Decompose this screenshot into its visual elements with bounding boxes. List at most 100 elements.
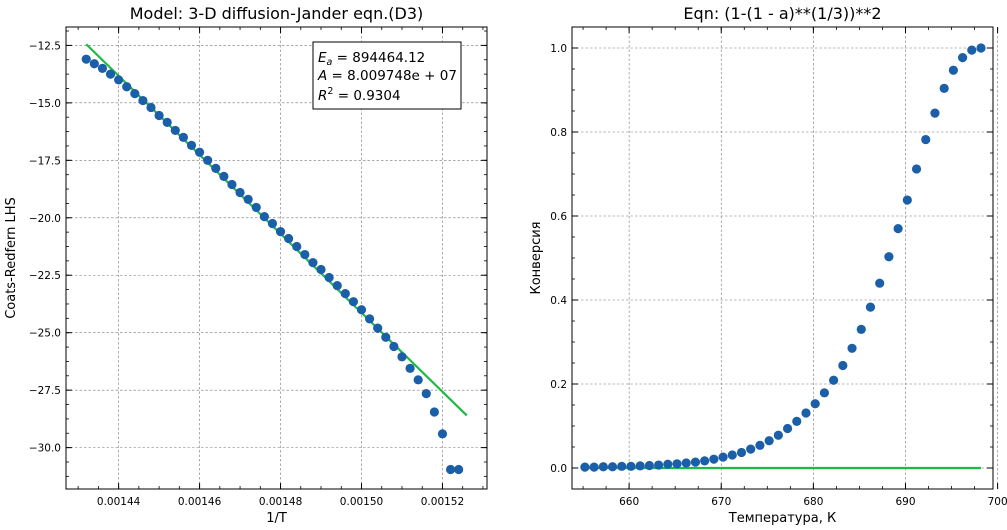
right-data-point	[819, 388, 830, 398]
left-y-tick-label: −22.5	[29, 270, 61, 282]
right-y-tick-label: 1.0	[550, 43, 567, 55]
left-data-point	[381, 332, 391, 342]
left-data-point	[340, 289, 350, 299]
left-data-point	[89, 59, 99, 69]
left-data-point	[300, 249, 310, 260]
right-data-point	[672, 459, 682, 469]
left-data-point	[365, 314, 375, 324]
left-y-tick-label: −30.0	[29, 443, 61, 455]
left-y-tick-label: −12.5	[29, 40, 61, 52]
left-x-tick-label: 0.00152	[421, 496, 464, 508]
right-data-point	[773, 430, 783, 440]
right-data-point	[930, 108, 940, 118]
left-data-point	[373, 323, 383, 333]
right-data-point	[939, 83, 949, 93]
left-data-point	[105, 69, 116, 79]
right-y-tick-label: 0.8	[550, 127, 567, 139]
right-x-tick-label: 700	[988, 496, 1007, 508]
right-data-point	[801, 408, 811, 418]
left-data-point	[81, 54, 91, 64]
right-data-point	[967, 45, 977, 55]
right-data-point	[847, 343, 857, 353]
left-x-tick-label: 0.00146	[178, 496, 222, 508]
left-data-point	[445, 464, 456, 475]
left-data-point	[219, 171, 229, 182]
right-data-point	[709, 454, 719, 464]
left-x-tick-label: 0.00144	[97, 496, 141, 508]
right-data-point	[635, 461, 645, 471]
right-data-point	[856, 324, 866, 334]
left-y-tick-label: −15.0	[29, 98, 61, 110]
right-data-point	[911, 164, 922, 174]
left-data-point	[284, 233, 294, 244]
left-data-point	[413, 375, 423, 385]
right-x-tick-label: 670	[711, 496, 731, 508]
r-squared-label: R2 = 0.9304	[318, 86, 401, 104]
right-data-point	[746, 444, 756, 454]
left-data-point	[332, 280, 342, 291]
left-data-point	[130, 89, 140, 99]
right-data-point	[681, 458, 691, 468]
left-data-point	[405, 363, 415, 373]
fit-parameters-box	[312, 41, 462, 110]
right-y-tick-label: 0.0	[550, 463, 567, 475]
right-data-point	[700, 456, 710, 466]
right-data-point	[617, 461, 627, 471]
left-x-tick-label: 0.00148	[259, 496, 302, 508]
right-data-point	[764, 436, 774, 446]
right-data-point	[838, 360, 848, 371]
right-data-point	[884, 252, 894, 262]
left-y-tick-label: −17.5	[29, 155, 61, 167]
right-ticks: 660 670 680 690 700 0.0 0.2 0.4 0.6 0.8 1.0	[550, 26, 1007, 508]
right-data-point	[829, 375, 839, 385]
activation-energy-label: Ea = 894464.12	[318, 50, 425, 68]
right-data-point	[580, 462, 590, 472]
right-data-point	[644, 460, 654, 471]
left-data-point	[227, 179, 237, 190]
left-data-point	[243, 194, 253, 204]
left-data-point	[122, 82, 132, 92]
right-data-point	[607, 462, 618, 472]
left-data-point	[454, 464, 464, 475]
left-data-point	[154, 110, 164, 121]
right-data-points	[580, 43, 986, 472]
right-gridlines	[572, 27, 998, 489]
right-data-point	[598, 462, 608, 472]
left-y-axis-label: Coats-Redfern LHS	[4, 197, 19, 319]
right-y-tick-label: 0.2	[550, 379, 567, 391]
right-data-point	[626, 461, 636, 471]
right-data-point	[810, 399, 820, 409]
left-data-point	[292, 241, 302, 252]
right-chart: 660 670 680 690 700 0.0 0.2 0.4 0.6 0.8 1.0 Eqn: (…	[529, 4, 1007, 526]
left-data-points	[81, 54, 464, 475]
right-data-point	[727, 450, 737, 460]
left-data-point	[235, 187, 245, 198]
right-data-point	[893, 224, 903, 234]
right-data-point	[902, 195, 912, 205]
right-x-tick-label: 660	[619, 496, 639, 508]
left-data-point	[194, 147, 205, 157]
left-data-point	[138, 95, 148, 106]
left-data-point	[203, 155, 213, 165]
right-data-point	[957, 53, 968, 63]
right-y-axis-label: Конверсия	[529, 221, 544, 294]
left-data-point	[114, 75, 124, 85]
left-data-point	[211, 163, 221, 173]
left-data-point	[389, 341, 399, 352]
left-data-point	[324, 272, 334, 283]
right-data-point	[875, 278, 885, 288]
right-data-point	[653, 460, 664, 470]
left-y-tick-label: −25.0	[29, 328, 61, 340]
left-data-point	[316, 264, 326, 275]
left-data-point	[178, 132, 188, 142]
left-data-point	[356, 305, 367, 315]
left-data-point	[437, 429, 448, 439]
left-data-point	[251, 202, 261, 213]
right-x-tick-label: 680	[803, 496, 823, 508]
left-data-point	[275, 226, 286, 237]
left-data-point	[429, 407, 439, 417]
left-data-point	[348, 297, 359, 307]
right-data-point	[976, 43, 986, 53]
